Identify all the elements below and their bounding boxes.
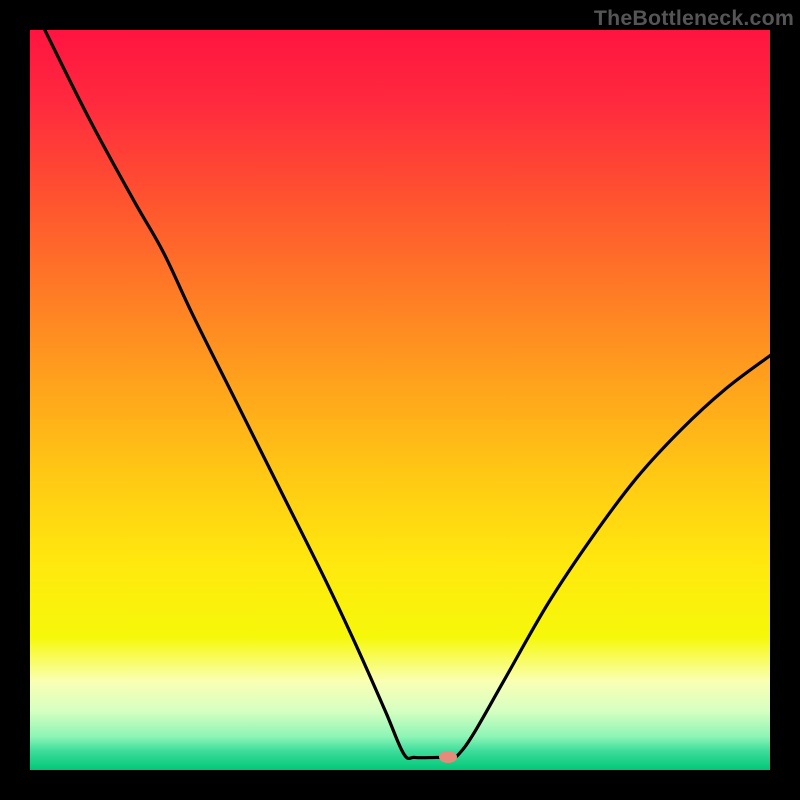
- optimum-marker: [439, 751, 457, 763]
- chart-container: TheBottleneck.com: [0, 0, 800, 800]
- bottleneck-curve: [45, 30, 770, 758]
- watermark-text: TheBottleneck.com: [594, 6, 794, 31]
- curve-svg: [30, 30, 770, 770]
- plot-area: [30, 30, 770, 770]
